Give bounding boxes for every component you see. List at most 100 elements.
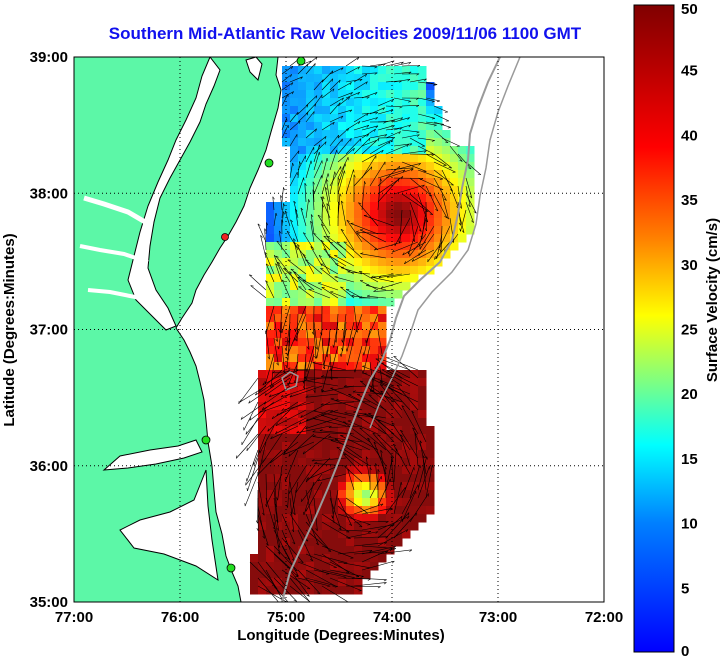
velocity-cell [298, 122, 307, 131]
velocity-cell [314, 274, 323, 283]
velocity-cell [354, 442, 363, 451]
velocity-vector [340, 329, 347, 357]
velocity-cell [354, 82, 363, 91]
velocity-cell [322, 498, 331, 507]
velocity-vector-head [313, 233, 317, 235]
velocity-vector [260, 235, 267, 259]
velocity-cell [362, 66, 371, 75]
velocity-vector [313, 321, 318, 350]
velocity-cell [394, 530, 403, 539]
velocity-vector [345, 66, 360, 75]
velocity-vector [314, 463, 347, 467]
velocity-vector-head [343, 453, 347, 456]
velocity-cell [266, 570, 275, 579]
velocity-vector [345, 92, 360, 99]
velocity-vector [401, 134, 420, 139]
velocity-cell [370, 458, 379, 467]
velocity-vector [417, 113, 436, 119]
velocity-cell [418, 90, 427, 99]
velocity-vector [321, 414, 355, 427]
velocity-cell [290, 194, 299, 203]
velocity-vector [326, 203, 331, 227]
velocity-vector [288, 377, 323, 385]
velocity-cell [426, 442, 435, 451]
velocity-cell [282, 258, 291, 267]
velocity-cell [362, 434, 371, 443]
velocity-cell [338, 378, 347, 387]
velocity-cell [306, 90, 315, 99]
velocity-cell [362, 442, 371, 451]
velocity-vector [325, 179, 331, 203]
velocity-cell [426, 226, 435, 235]
velocity-cell [274, 346, 283, 355]
velocity-cell [322, 154, 331, 163]
velocity-cell [298, 434, 307, 443]
velocity-cell [410, 402, 419, 411]
velocity-vector-head [310, 246, 314, 249]
velocity-cell [338, 74, 347, 83]
velocity-vector [289, 76, 303, 83]
velocity-vector-head [407, 117, 410, 120]
velocity-cell [258, 578, 267, 587]
velocity-vector [253, 433, 267, 466]
velocity-cell [290, 306, 299, 315]
velocity-cell [362, 514, 371, 523]
velocity-vector-head [415, 97, 419, 100]
velocity-cell [330, 386, 339, 395]
velocity-vector [377, 120, 395, 123]
velocity-cell [298, 530, 307, 539]
velocity-cell [410, 386, 419, 395]
velocity-vector [316, 329, 323, 359]
velocity-vector [384, 466, 387, 499]
velocity-vector [303, 481, 315, 515]
velocity-cell [314, 434, 323, 443]
velocity-cell [410, 138, 419, 147]
velocity-vector-head [321, 223, 324, 227]
velocity-cell [346, 282, 355, 291]
velocity-cell [322, 514, 331, 523]
velocity-cell [306, 242, 315, 251]
velocity-vector-head [340, 228, 344, 231]
velocity-cell [370, 130, 379, 139]
velocity-cell [466, 162, 475, 171]
velocity-vector [329, 134, 339, 147]
velocity-vector [317, 214, 331, 235]
velocity-cell [394, 418, 403, 427]
velocity-cell [338, 242, 347, 251]
velocity-cell [322, 202, 331, 211]
velocity-cell [298, 266, 307, 275]
velocity-vector-head [307, 346, 310, 350]
velocity-vector-head [383, 579, 387, 582]
velocity-cell [266, 242, 275, 251]
velocity-cell [354, 418, 363, 427]
velocity-cell [314, 66, 323, 75]
velocity-vector-head [310, 220, 313, 224]
velocity-vector-head [289, 271, 293, 274]
velocity-vector [361, 140, 377, 147]
velocity-vector [328, 425, 363, 428]
velocity-vector-head [353, 169, 355, 173]
velocity-vector [385, 459, 393, 491]
velocity-cell [362, 418, 371, 427]
velocity-cell [378, 338, 387, 347]
velocity-vector [347, 337, 355, 366]
velocity-vector [321, 585, 349, 602]
velocity-cell [298, 298, 307, 307]
velocity-cell [370, 306, 379, 315]
velocity-cell [442, 162, 451, 171]
velocity-vector [289, 172, 298, 187]
velocity-cell [426, 90, 435, 99]
velocity-cell [330, 234, 339, 243]
velocity-vector [361, 138, 380, 155]
velocity-vector [294, 208, 299, 227]
velocity-cell [434, 186, 443, 195]
velocity-cell [394, 250, 403, 259]
velocity-cell [410, 210, 419, 219]
velocity-cell [290, 354, 299, 363]
velocity-cell [426, 234, 435, 243]
velocity-vector [291, 481, 299, 515]
velocity-cell [370, 218, 379, 227]
velocity-vector [465, 177, 473, 199]
potomac-river [83, 195, 154, 229]
velocity-cell [418, 466, 427, 475]
